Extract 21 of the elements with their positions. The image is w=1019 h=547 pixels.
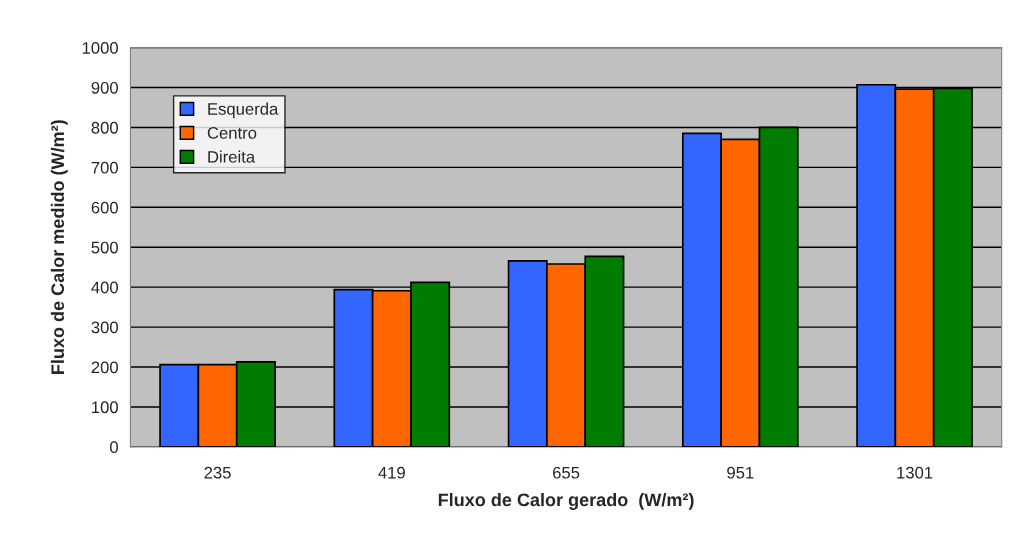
y-tick-label: 200 <box>91 361 118 374</box>
x-tick-label: 235 <box>204 466 231 479</box>
legend-label: Direita <box>208 150 256 163</box>
x-tick-label: 655 <box>553 466 580 479</box>
x-tick-label: 419 <box>378 466 405 479</box>
y-tick-label: 900 <box>91 81 118 94</box>
x-tick-label: 951 <box>727 466 754 479</box>
x-axis-title: Fluxo de Calor gerado (W/m²) <box>438 492 694 510</box>
y-tick-label: 700 <box>91 161 118 174</box>
y-tick-label: 0 <box>110 441 118 454</box>
x-tick-label: 1301 <box>897 466 933 479</box>
y-tick-label: 300 <box>91 321 118 334</box>
y-tick-label: 400 <box>91 281 118 294</box>
y-tick-label: 1000 <box>82 41 118 54</box>
y-tick-label: 500 <box>91 241 118 254</box>
y-axis-title: Fluxo de Calor medido (W/m²) <box>50 120 68 374</box>
legend-label: Centro <box>207 127 257 139</box>
y-tick-label: 600 <box>91 201 118 214</box>
y-tick-label: 800 <box>91 121 118 134</box>
y-tick-label: 100 <box>92 401 118 414</box>
legend-label: Esquerda <box>208 102 279 119</box>
